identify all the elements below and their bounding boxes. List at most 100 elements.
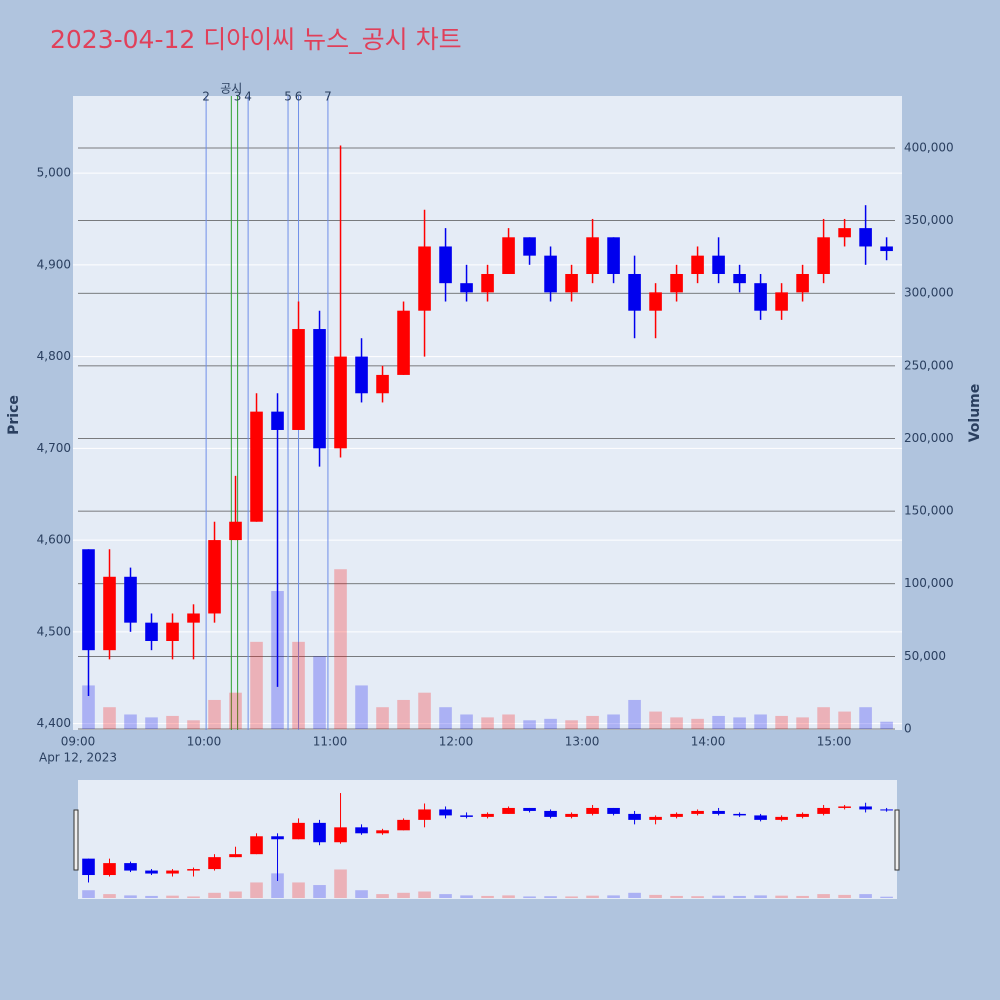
y2-tick-label: 350,000 <box>904 213 954 227</box>
mini-candle-body <box>229 854 242 858</box>
mini-volume-bar <box>670 895 683 898</box>
candle-body <box>439 246 452 284</box>
candle-body <box>250 411 263 522</box>
mini-candle-body <box>124 863 137 871</box>
candle-body <box>376 374 389 394</box>
volume-bar <box>397 699 410 729</box>
mini-volume-bar <box>775 895 788 898</box>
mini-candle-body <box>817 807 830 814</box>
mini-candle-body <box>82 858 95 876</box>
mini-volume-bar <box>628 892 641 898</box>
mini-candle-body <box>166 870 179 874</box>
candle-body <box>670 273 683 293</box>
mini-volume-bar <box>82 890 95 898</box>
y-tick-label: 4,900 <box>37 257 71 271</box>
mini-candle-body <box>586 807 599 814</box>
mini-candle-body <box>607 807 620 814</box>
mini-volume-bar <box>838 894 851 898</box>
volume-bar <box>376 707 389 729</box>
volume-bar <box>817 707 830 729</box>
mini-candle-body <box>649 816 662 820</box>
mini-volume-bar <box>712 895 725 898</box>
mini-candle-body <box>460 815 473 817</box>
volume-bar <box>418 692 431 729</box>
volume-bar <box>145 717 158 729</box>
candle-body <box>82 549 95 651</box>
volume-bar <box>502 714 515 729</box>
mini-candle-body <box>628 813 641 820</box>
mini-volume-bar <box>250 882 263 898</box>
volume-bar <box>544 718 557 729</box>
mini-volume-bar <box>544 896 557 898</box>
mini-candle-body <box>838 806 851 808</box>
candle-body <box>124 576 137 623</box>
candle-body <box>607 237 620 274</box>
mini-volume-bar <box>334 869 347 898</box>
y-axis-label: Price <box>6 395 22 435</box>
slider-handle[interactable] <box>894 809 900 871</box>
mini-candle-body <box>544 810 557 817</box>
candle-body <box>649 292 662 311</box>
y-tick-label: 4,600 <box>37 533 71 547</box>
mini-volume-bar <box>439 894 452 898</box>
x-tick-label: 15:00 <box>817 735 852 749</box>
volume-bar <box>208 699 221 729</box>
mini-volume-bar <box>271 873 284 898</box>
volume-bar <box>334 569 347 729</box>
mini-volume-bar <box>418 891 431 898</box>
volume-bar <box>481 717 494 729</box>
candle-body <box>565 273 578 293</box>
mini-volume-bar <box>481 895 494 898</box>
volume-bar <box>250 641 263 729</box>
notice-label: 7 <box>324 90 332 104</box>
notice-label: 4 <box>244 90 252 104</box>
volume-bar <box>712 715 725 729</box>
y2-tick-label: 300,000 <box>904 286 954 300</box>
mini-candle-body <box>565 813 578 817</box>
volume-bar <box>523 720 536 729</box>
volume-bar <box>565 720 578 729</box>
mini-volume-bar <box>586 895 599 898</box>
y-tick-label: 5,000 <box>37 166 71 180</box>
candle-body <box>712 255 725 274</box>
candle-body <box>817 237 830 274</box>
candle-body <box>502 237 515 274</box>
notice-label: 5 <box>284 90 292 104</box>
mini-volume-bar <box>502 895 515 898</box>
mini-candle-body <box>208 857 221 870</box>
y2-tick-label: 400,000 <box>904 140 954 154</box>
mini-candle-body <box>397 819 410 831</box>
x-date-label: Apr 12, 2023 <box>39 751 117 765</box>
x-tick-label: 10:00 <box>187 735 222 749</box>
volume-bar <box>859 707 872 729</box>
volume-bar <box>166 715 179 729</box>
x-tick-label: 14:00 <box>691 735 726 749</box>
candle-body <box>145 622 158 642</box>
mini-volume-bar <box>124 895 137 898</box>
candle-body <box>628 273 641 311</box>
candle-body <box>691 255 704 274</box>
candle-body <box>838 228 851 238</box>
mini-volume-bar <box>649 894 662 898</box>
mini-candle-body <box>313 822 326 843</box>
y-tick-label: 4,500 <box>37 624 71 638</box>
candle-body <box>397 310 410 375</box>
slider-handle[interactable] <box>73 809 79 871</box>
candle-body <box>775 292 788 311</box>
notice-label: 2 <box>202 90 210 104</box>
mini-volume-bar <box>103 894 116 898</box>
mini-volume-bar <box>565 896 578 898</box>
mini-candle-body <box>502 807 515 814</box>
candle-body <box>292 329 305 430</box>
mini-candle-body <box>355 827 368 834</box>
volume-bar <box>733 717 746 729</box>
mini-volume-bar <box>460 895 473 898</box>
volume-bar <box>796 717 809 729</box>
candle-body <box>460 283 473 293</box>
volume-bar <box>187 720 200 729</box>
volume-bar <box>292 641 305 729</box>
candle-body <box>271 411 284 430</box>
x-tick-label: 13:00 <box>565 735 600 749</box>
mini-candle-body <box>103 863 116 876</box>
mini-candle-body <box>250 836 263 855</box>
